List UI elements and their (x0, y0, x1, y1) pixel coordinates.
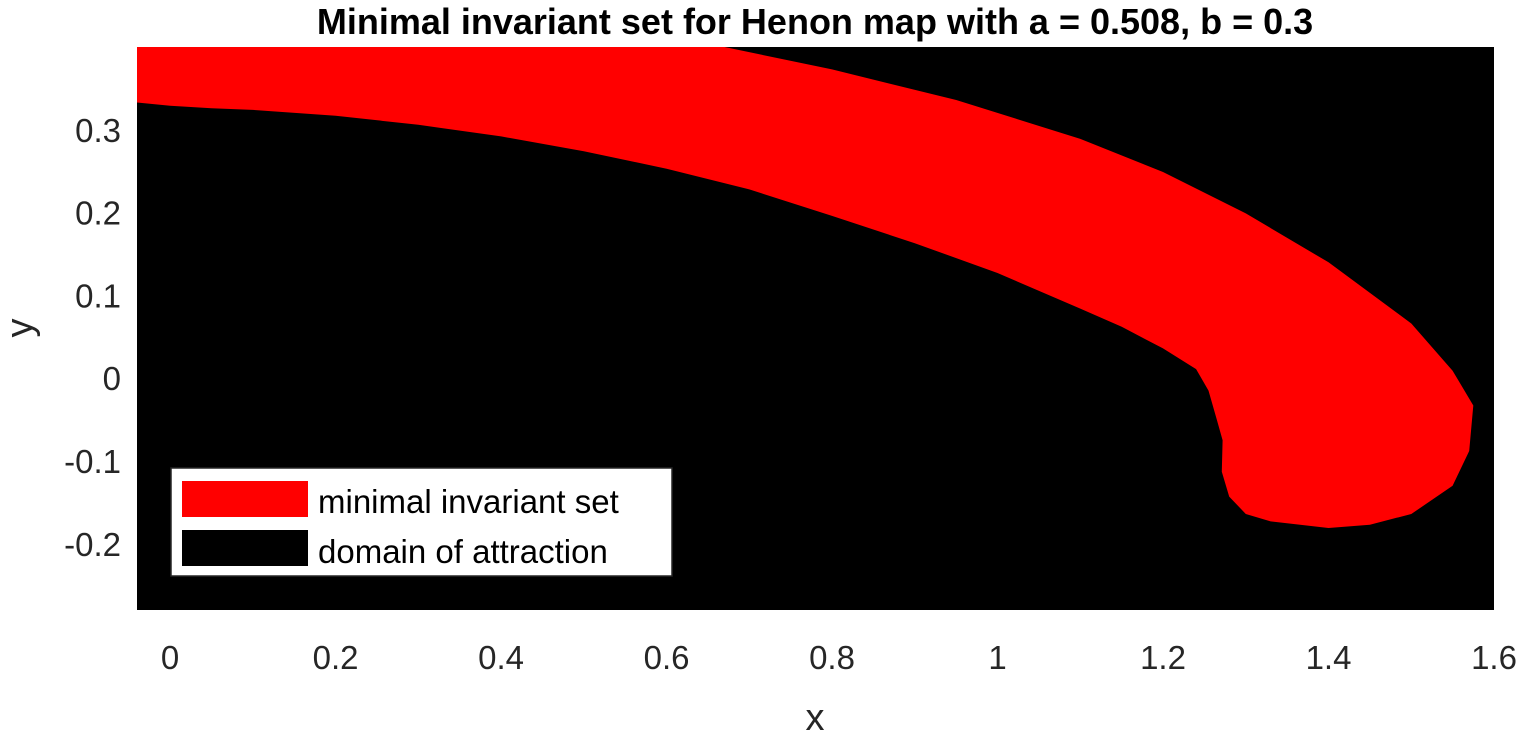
legend-label-domain: domain of attraction (318, 533, 608, 570)
y-axis-ticks: 0.3 0.2 0.1 0 -0.1 -0.2 (64, 112, 121, 563)
y-tick-label: 0.2 (75, 195, 121, 232)
legend-label-invariant-set: minimal invariant set (318, 483, 619, 520)
y-tick-label: -0.2 (64, 526, 121, 563)
x-tick-label: 0 (161, 639, 179, 676)
x-tick-label: 0.4 (478, 639, 524, 676)
x-axis-ticks: 0 0.2 0.4 0.6 0.8 1 1.2 1.4 1.6 (161, 639, 1517, 676)
chart-title: Minimal invariant set for Henon map with… (317, 1, 1313, 42)
x-tick-label: 0.8 (809, 639, 855, 676)
x-tick-label: 0.6 (644, 639, 690, 676)
y-tick-label: 0.1 (75, 277, 121, 314)
legend: minimal invariant set domain of attracti… (170, 467, 673, 577)
legend-swatch-domain (182, 530, 308, 566)
legend-swatch-invariant-set (182, 481, 308, 517)
x-tick-label: 1 (988, 639, 1006, 676)
x-tick-label: 1.2 (1140, 639, 1186, 676)
y-axis-label: y (0, 319, 41, 338)
y-tick-label: 0.3 (75, 112, 121, 149)
x-tick-label: 0.2 (313, 639, 359, 676)
x-tick-label: 1.4 (1306, 639, 1352, 676)
y-tick-label: -0.1 (64, 443, 121, 480)
minimal-invariant-set-region (137, 47, 1474, 528)
x-axis-label: x (806, 697, 825, 733)
y-tick-label: 0 (103, 360, 121, 397)
x-tick-label: 1.6 (1471, 639, 1517, 676)
